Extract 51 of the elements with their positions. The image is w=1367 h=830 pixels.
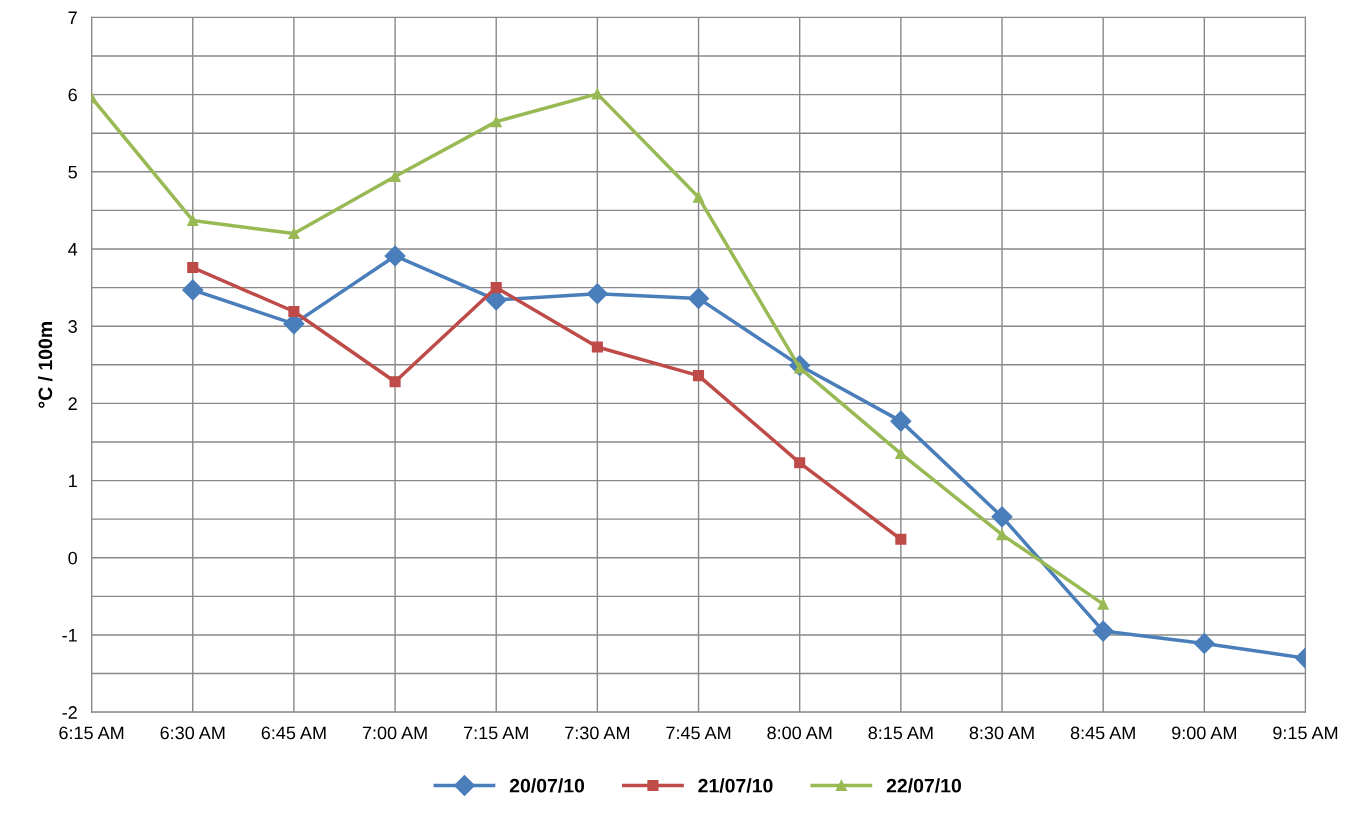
y-tick-label: 5 [68,165,77,179]
x-tick-label: 8:00 AM [767,726,832,740]
y-tick-label: 7 [68,11,77,24]
y-axis-title: °C / 100m [37,322,53,408]
x-tick-label: 7:00 AM [362,726,427,740]
point [288,228,300,240]
point [1097,598,1109,610]
point [991,506,1013,528]
y-tick-label: 6 [68,88,77,102]
point [591,341,603,353]
point [586,283,608,305]
x-tick-label: 7:45 AM [666,726,731,740]
y-tick-label: 3 [68,320,77,333]
x-tick-label: 6:15 AM [59,726,124,740]
y-tick-label: 4 [68,243,78,256]
point [1092,620,1114,642]
y-tick-label: 1 [69,474,77,488]
point [996,529,1008,541]
x-tick-label: 8:30 AM [969,726,1034,740]
x-tick-label: 8:45 AM [1070,726,1135,740]
point [288,305,300,318]
point [1193,632,1215,654]
point [389,170,401,182]
point [389,376,401,388]
x-tick-label: 9:15 AM [1273,726,1338,740]
point [890,410,912,432]
point [187,214,199,226]
y-tick-label: -1 [62,629,77,642]
point [692,191,705,203]
point [794,457,806,469]
x-tick-label: 6:45 AM [261,726,326,740]
legend-label: 22/07/10 [886,778,961,793]
x-tick-label: 7:15 AM [464,726,528,740]
y-tick-label: 0 [68,551,77,565]
legend-label: 20/07/10 [509,778,585,793]
point [692,370,705,382]
point [187,261,199,274]
x-tick-label: 7:30 AM [565,726,630,740]
point [182,279,204,301]
point [490,282,502,294]
point [384,245,406,267]
x-tick-label: 9:00 AM [1172,726,1236,740]
x-tick-label: 8:15 AM [868,726,933,740]
point [688,287,710,309]
legend-label: 21/07/10 [698,778,773,793]
y-tick-label: -2 [62,706,77,719]
point [490,116,502,128]
point [895,533,907,545]
point [591,88,603,100]
y-tick-label: 2 [68,397,77,410]
x-tick-label: 6:30 AM [160,726,225,740]
